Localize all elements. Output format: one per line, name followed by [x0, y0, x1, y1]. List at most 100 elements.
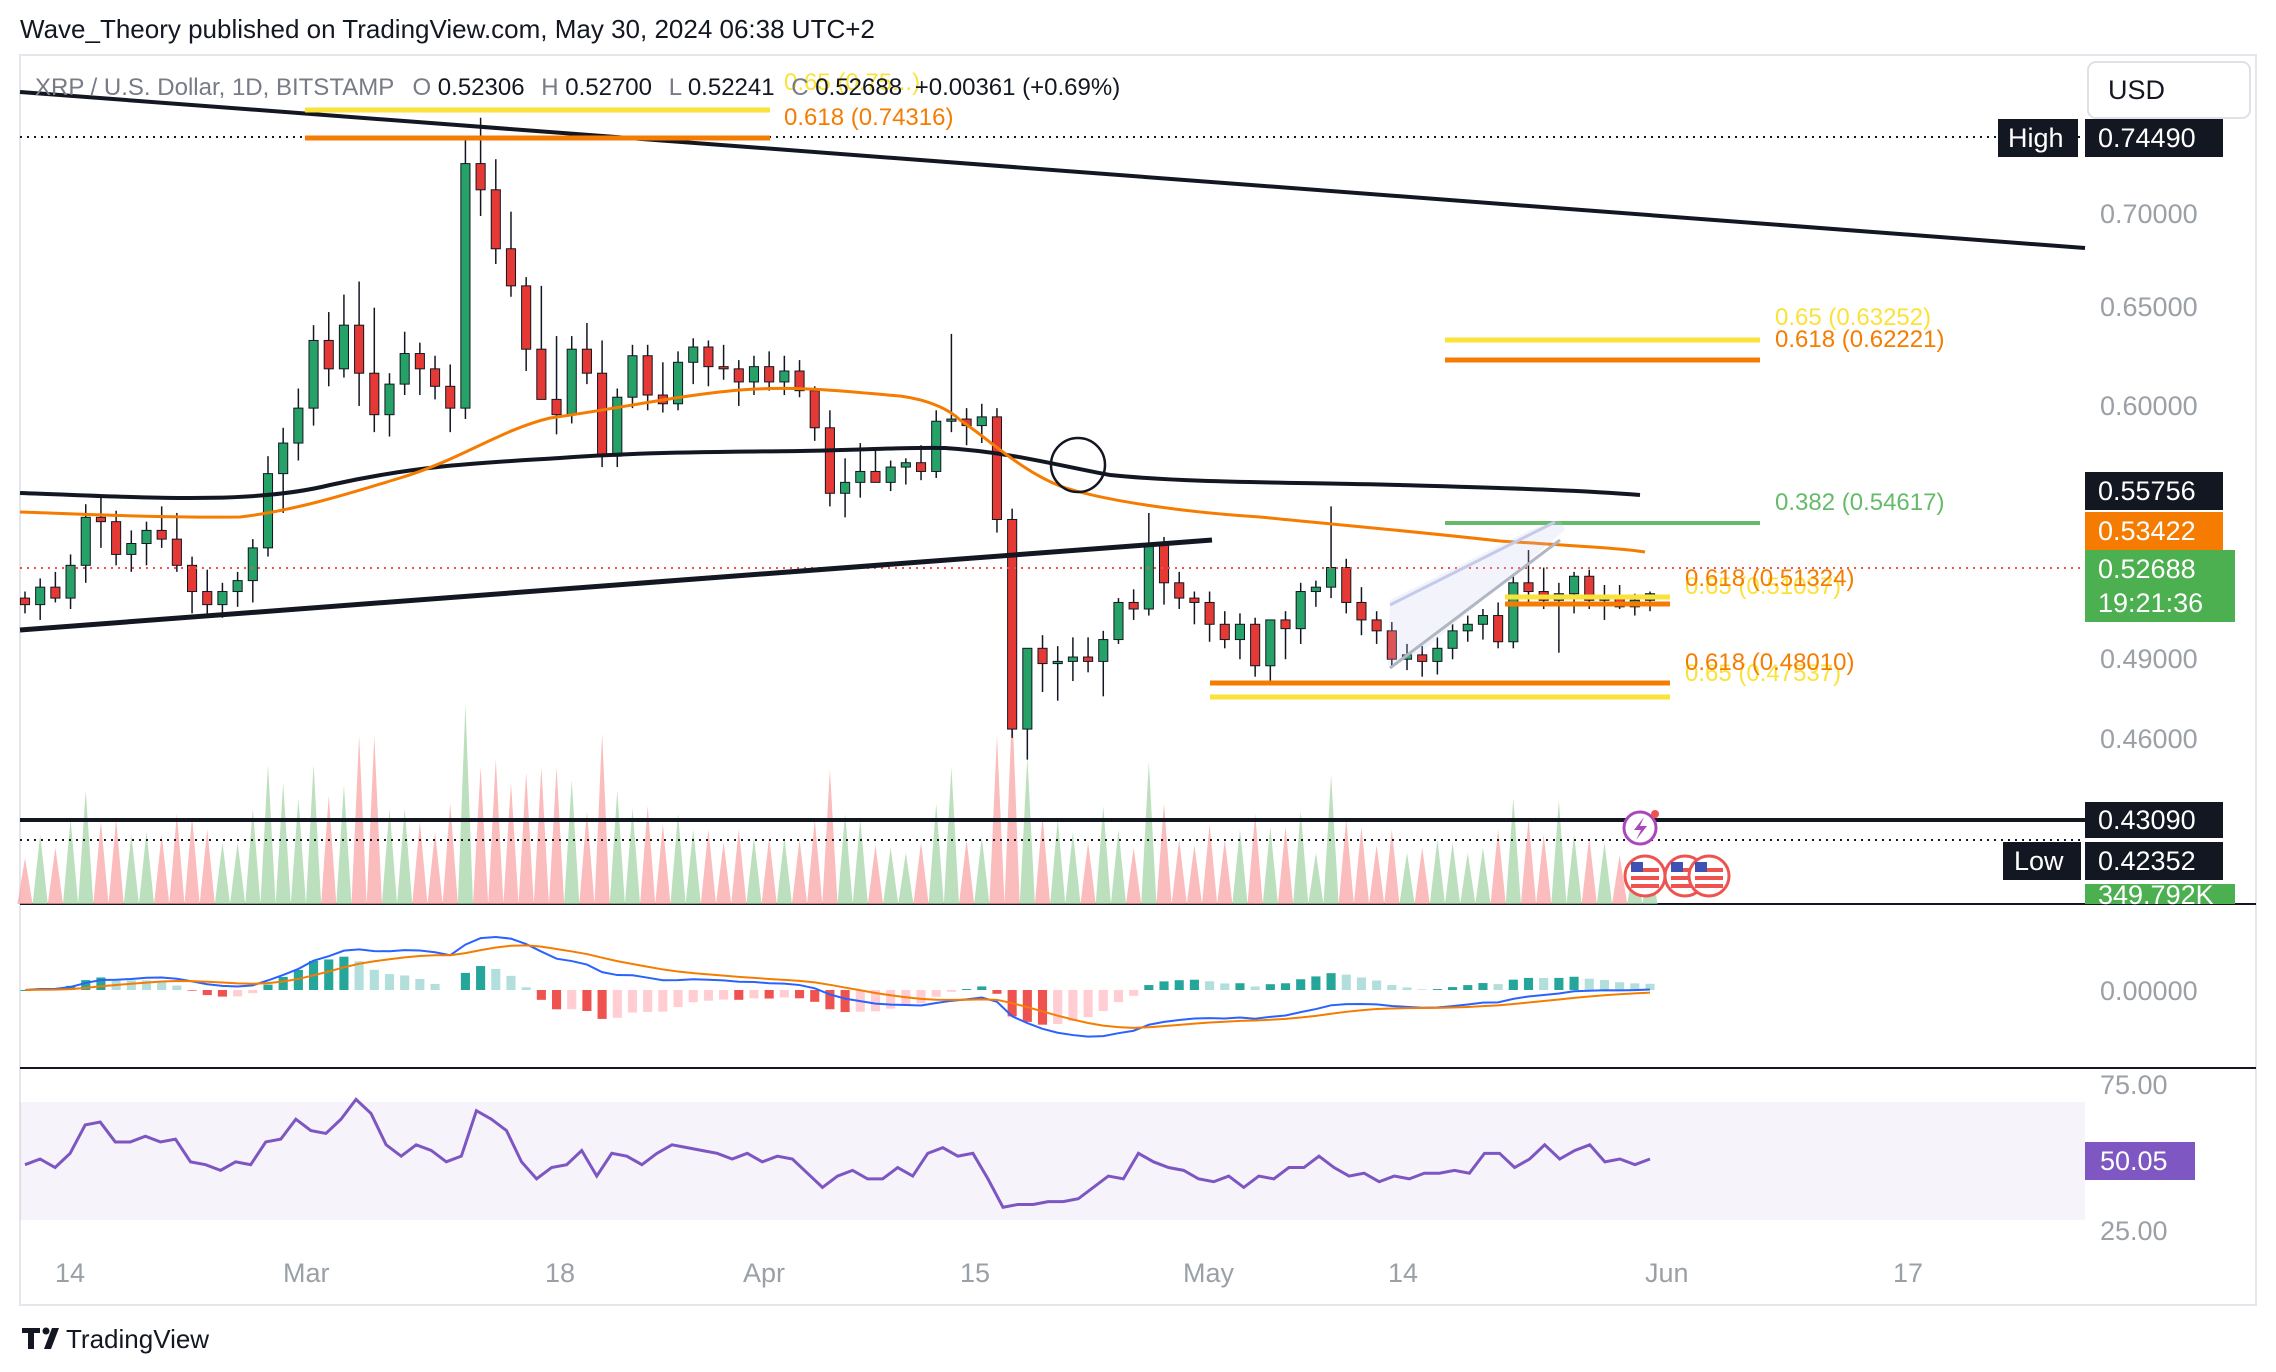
volume-bar	[1019, 756, 1035, 904]
candle	[809, 386, 820, 441]
candlestick-series	[19, 117, 1656, 760]
macd-bar	[96, 977, 106, 990]
macd-bar	[551, 990, 562, 1010]
candle	[1644, 591, 1656, 612]
high-label-text: High	[2008, 123, 2064, 153]
candle	[718, 344, 729, 380]
volume-bar	[78, 790, 94, 904]
candle	[278, 427, 289, 513]
macd-bar	[749, 990, 759, 999]
chart-frame	[19, 54, 2257, 1306]
macd-bar	[1493, 984, 1503, 990]
candle	[293, 388, 304, 461]
macd-bar	[962, 989, 972, 990]
volume-bar	[1399, 852, 1415, 904]
volume-bar	[609, 790, 625, 904]
volume-bar	[974, 837, 990, 904]
macd-bar	[1053, 990, 1063, 1025]
ma200-tag	[2085, 472, 2223, 510]
volume-bar	[123, 834, 139, 904]
volume-bar	[381, 808, 398, 904]
macd-bar	[141, 980, 152, 990]
candle	[490, 159, 501, 265]
legend-change: +0.00361 (+0.69%)	[915, 74, 1121, 101]
symbol-legend[interactable]: XRP / U.S. Dollar, 1D, BITSTAMP O 0.5230…	[35, 74, 1120, 101]
macd-bar	[658, 990, 668, 1012]
candle	[384, 373, 395, 437]
candle	[354, 281, 365, 406]
volume-bar	[1353, 826, 1370, 904]
macd-bar	[293, 969, 303, 990]
candle	[19, 591, 31, 614]
candle	[1204, 591, 1215, 642]
volume-bar	[883, 847, 899, 904]
macd-bar	[1250, 986, 1260, 990]
candle	[35, 578, 46, 620]
volume-bar	[1581, 837, 1597, 904]
macd-bar	[931, 990, 941, 997]
volume-bar	[1201, 824, 1218, 904]
candle	[202, 569, 213, 616]
volume-bar	[1308, 852, 1324, 904]
volume-bar	[564, 780, 580, 904]
volume-bar	[1050, 819, 1066, 904]
tv-logo-icon	[22, 1328, 40, 1349]
ascending-trendline	[19, 537, 1213, 633]
macd-bar	[1083, 990, 1093, 1018]
macd-bar	[946, 990, 956, 992]
macd-bar	[627, 990, 638, 1013]
macd-bar	[1311, 976, 1321, 990]
event-us-flag-icon[interactable]	[1687, 854, 1731, 898]
event-lightning-icon[interactable]	[1622, 810, 1659, 846]
candle	[566, 336, 577, 424]
volume-bar	[670, 813, 686, 904]
macd-bar	[597, 990, 607, 1019]
macd-bar	[278, 976, 288, 990]
macd-bar	[1235, 983, 1245, 990]
volume-bar	[898, 852, 914, 904]
volume-bar	[624, 808, 641, 904]
macd-bar	[354, 961, 364, 990]
volume-bar	[305, 764, 322, 904]
volume-bar	[503, 782, 519, 904]
volume-bar	[928, 803, 944, 904]
volume-bar	[184, 816, 200, 904]
candle	[338, 294, 349, 378]
macd-bar	[977, 986, 987, 990]
countdown-value: 19:21:36	[2098, 588, 2203, 618]
volume-bar	[746, 837, 762, 904]
candle	[1295, 582, 1306, 644]
macd-bar	[1098, 990, 1108, 1012]
macd-bar	[217, 990, 227, 997]
macd-bar	[1189, 979, 1199, 990]
currency-button[interactable]	[2087, 61, 2251, 119]
candle	[627, 344, 638, 409]
volume-bar	[655, 824, 671, 904]
low-label-tag	[2003, 842, 2081, 880]
volume-bar	[1156, 803, 1172, 904]
legend-l-value: 0.52241	[688, 74, 775, 101]
price-channel	[1388, 520, 1565, 665]
high-label-tag	[1998, 119, 2078, 157]
macd-bar	[810, 990, 820, 1002]
channel-lower	[1389, 538, 1561, 670]
macd-bar	[825, 990, 835, 1010]
candle	[187, 556, 198, 614]
macd-bar	[688, 990, 698, 1003]
macd-bar	[1022, 990, 1032, 1022]
volume-bar	[93, 821, 109, 904]
fib-label-r-065: 0.65 (0.63252)	[1775, 304, 1931, 331]
macd-bar	[764, 990, 774, 999]
ma50-value: 0.53422	[2098, 516, 2196, 546]
tradingview-logo[interactable]: TradingView	[22, 1324, 209, 1354]
event-us-flag-icon[interactable]	[1623, 854, 1667, 898]
candle	[414, 342, 425, 396]
macd-bar	[172, 985, 182, 990]
macd-bar	[1159, 981, 1169, 990]
volume-bar	[457, 704, 474, 904]
candle	[429, 355, 441, 400]
ma50-line	[19, 386, 1646, 554]
volume-bar	[1247, 813, 1263, 904]
volume-bar	[700, 829, 717, 904]
